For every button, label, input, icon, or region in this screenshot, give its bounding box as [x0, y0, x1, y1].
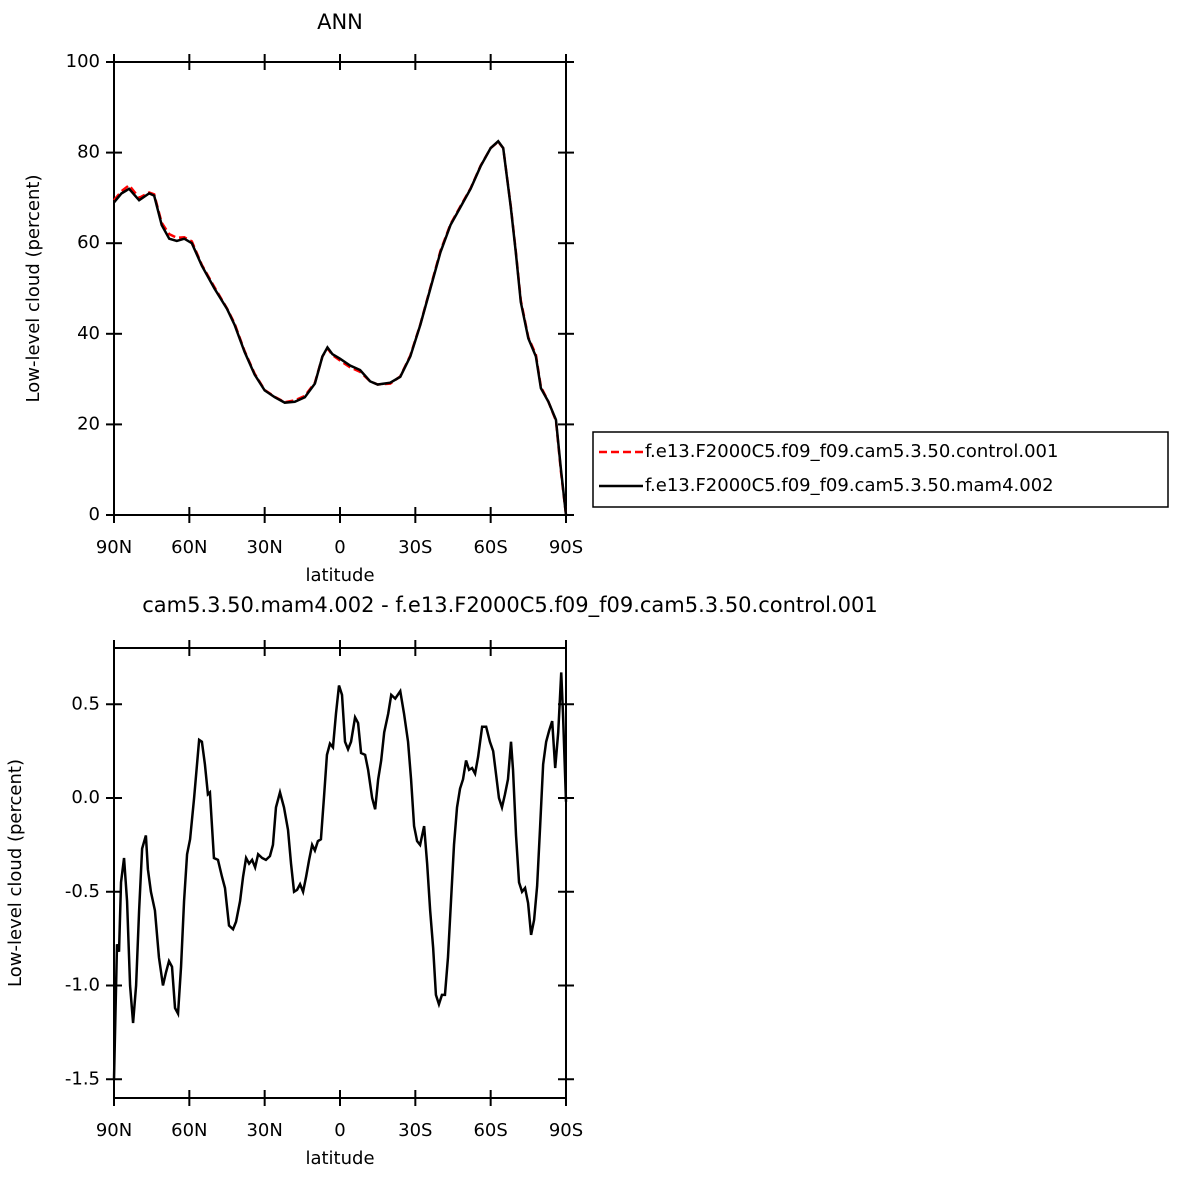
- x-axis-label: latitude: [305, 565, 374, 586]
- data-line: [112, 672, 568, 1080]
- x-tick-label: 0: [334, 537, 345, 558]
- y-axis-label: Low-level cloud (percent): [23, 175, 44, 403]
- y-tick-label: 100: [66, 51, 100, 72]
- legend-label: f.e13.F2000C5.f09_f09.cam5.3.50.mam4.002: [645, 475, 1054, 496]
- x-tick-label: 90S: [549, 1120, 583, 1141]
- x-tick-label: 30S: [398, 1120, 432, 1141]
- legend-box: [592, 431, 1169, 508]
- x-tick-label: 30N: [246, 1120, 282, 1141]
- x-tick-label: 60S: [473, 537, 507, 558]
- y-axis-label: Low-level cloud (percent): [5, 759, 26, 987]
- x-tick-label: 0: [334, 1120, 345, 1141]
- x-axis-label: latitude: [305, 1148, 374, 1169]
- data-line: [113, 139, 568, 516]
- x-tick-label: 90S: [549, 537, 583, 558]
- chart-title: ANN: [317, 10, 363, 34]
- x-tick-label: 60N: [171, 537, 207, 558]
- y-tick-label: 20: [77, 413, 100, 434]
- x-tick-label: 60N: [171, 1120, 207, 1141]
- x-tick-label: 30S: [398, 537, 432, 558]
- y-tick-label: 60: [77, 232, 100, 253]
- x-tick-label: 90N: [96, 537, 132, 558]
- x-tick-label: 60S: [473, 1120, 507, 1141]
- y-tick-label: 0.0: [71, 787, 100, 808]
- chart-title: cam5.3.50.mam4.002 - f.e13.F2000C5.f09_f…: [142, 593, 878, 618]
- y-tick-label: 0.5: [71, 693, 100, 714]
- y-tick-label: -0.5: [65, 881, 100, 902]
- y-tick-label: -1.0: [65, 975, 100, 996]
- x-tick-label: 90N: [96, 1120, 132, 1141]
- legend-label: f.e13.F2000C5.f09_f09.cam5.3.50.control.…: [645, 441, 1058, 462]
- x-tick-label: 30N: [246, 537, 282, 558]
- data-line: [113, 139, 568, 516]
- plot-frame: [113, 647, 567, 1099]
- y-tick-label: 0: [89, 504, 100, 525]
- y-tick-label: 80: [77, 142, 100, 163]
- plot-frame: [113, 61, 567, 516]
- y-tick-label: 40: [77, 323, 100, 344]
- y-tick-label: -1.5: [65, 1068, 100, 1089]
